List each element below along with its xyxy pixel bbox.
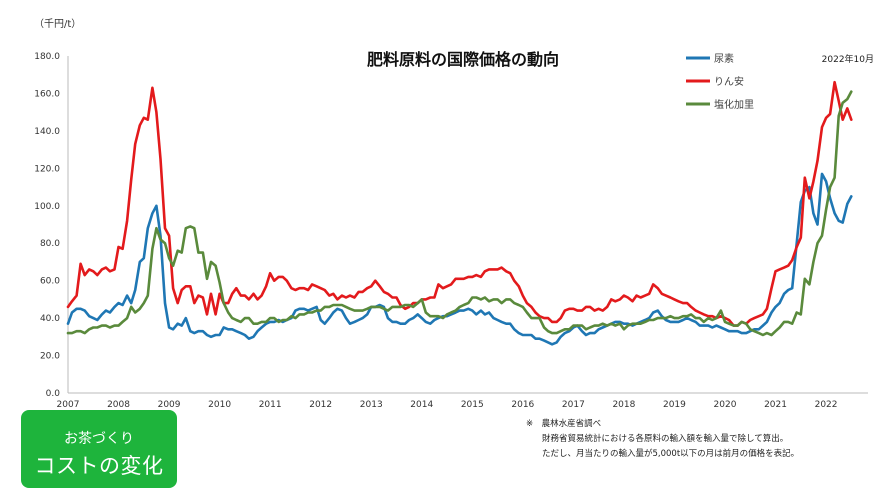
x-tick-label: 2019 bbox=[663, 400, 686, 410]
x-tick-label: 2009 bbox=[158, 400, 181, 410]
x-tick-label: 2008 bbox=[107, 400, 130, 410]
note-exception: ただし、月当たりの輸入量が5,000t以下の月は前月の価格を表記。 bbox=[542, 449, 800, 459]
x-tick-label: 2017 bbox=[562, 400, 585, 410]
y-tick-label: 180.0 bbox=[34, 52, 60, 62]
x-tick-label: 2020 bbox=[714, 400, 737, 410]
y-axis-unit: （千円/t） bbox=[34, 18, 81, 30]
legend-label-2: りん安 bbox=[714, 75, 744, 88]
x-tick-label: 2021 bbox=[764, 400, 787, 410]
chart-title: 肥料原料の国際価格の動向 bbox=[367, 50, 559, 69]
series-line-1 bbox=[66, 172, 853, 346]
note-method: 財務省貿易統計における各原料の輸入額を輸入量で除して算出。 bbox=[542, 434, 789, 444]
x-tick-label: 2015 bbox=[461, 400, 484, 410]
x-tick-label: 2011 bbox=[259, 400, 282, 410]
cost-change-badge: お茶づくり コストの変化 bbox=[21, 410, 177, 488]
legend-label-3: 塩化加里 bbox=[714, 98, 754, 111]
x-axis: 2007 2008 2009 2010 2011 2012 2013 2014 2015 2016… bbox=[57, 392, 868, 410]
note-source: ※ 農林水産省調べ bbox=[526, 419, 602, 429]
y-tick-label: 100.0 bbox=[34, 202, 60, 212]
badge-subtitle: お茶づくり bbox=[64, 431, 134, 447]
source-notes: ※ 農林水産省調べ 財務省貿易統計における各原料の輸入額を輸入量で除して算出。 … bbox=[526, 417, 799, 462]
y-tick-label: 40.0 bbox=[40, 314, 60, 324]
y-tick-label: 20.0 bbox=[40, 352, 60, 362]
x-tick-label: 2016 bbox=[511, 400, 534, 410]
y-tick-label: 120.0 bbox=[34, 164, 60, 174]
x-tick-label: 2010 bbox=[208, 400, 231, 410]
y-tick-label: 140.0 bbox=[34, 127, 60, 137]
y-axis: 0.0 20.0 40.0 60.0 80.0 100.0 120.0 140.0 160.0 1… bbox=[34, 52, 69, 399]
date-note: 2022年10月 bbox=[822, 53, 874, 65]
series-line-3 bbox=[66, 90, 853, 337]
x-tick-label: 2022 bbox=[815, 400, 838, 410]
y-tick-label: 160.0 bbox=[34, 89, 60, 99]
x-tick-label: 2018 bbox=[612, 400, 635, 410]
x-tick-label: 2012 bbox=[309, 400, 332, 410]
y-tick-label: 60.0 bbox=[40, 277, 60, 287]
y-tick-label: 0.0 bbox=[46, 389, 61, 399]
legend-label-1: 尿素 bbox=[714, 52, 734, 65]
series-line-2 bbox=[66, 80, 853, 327]
plot-area bbox=[66, 80, 853, 346]
x-tick-label: 2014 bbox=[410, 400, 433, 410]
x-tick-label: 2007 bbox=[57, 400, 80, 410]
y-tick-label: 80.0 bbox=[40, 239, 60, 249]
badge-title: コストの変化 bbox=[34, 454, 164, 478]
x-tick-label: 2013 bbox=[360, 400, 383, 410]
